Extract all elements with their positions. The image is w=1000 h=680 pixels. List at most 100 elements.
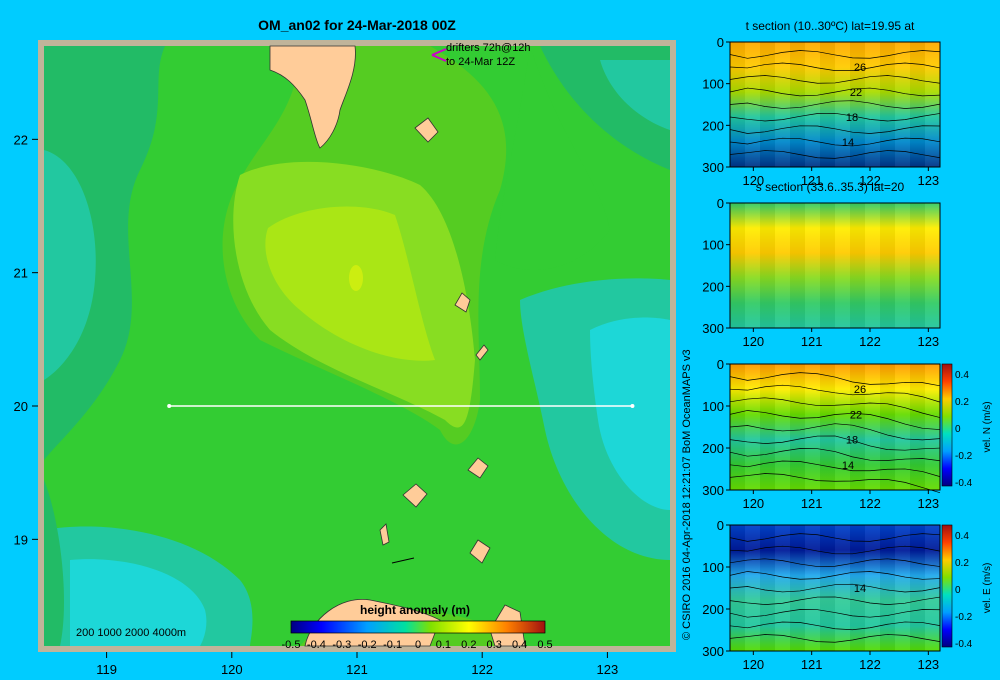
map-y-tick-label: 21 xyxy=(14,266,28,281)
section-x-tick-label: 121 xyxy=(801,496,823,511)
field-band-center-east xyxy=(495,46,610,270)
drifter-track xyxy=(391,557,415,564)
section-panel-texture xyxy=(880,203,895,328)
section-contour-label: 22 xyxy=(850,409,862,421)
section-y-tick-label: 0 xyxy=(717,35,724,50)
section-panel-texture xyxy=(745,42,760,167)
map-x-tick-label: 120 xyxy=(221,662,243,677)
section-panel-texture xyxy=(805,203,820,328)
section-x-tick-label: 123 xyxy=(917,334,939,349)
colorbar-tick-label: -0.1 xyxy=(383,639,402,651)
section-contour xyxy=(729,87,941,97)
field-band-west-inner xyxy=(44,150,96,380)
section-contour xyxy=(729,62,941,71)
section-panel-texture xyxy=(835,364,850,490)
section-panel-texture xyxy=(895,203,910,328)
map-title: OM_an02 for 24-Mar-2018 00Z xyxy=(258,17,456,33)
section-colorbar-tick-label: -0.4 xyxy=(955,478,973,489)
map-field xyxy=(44,46,670,646)
section-panel-texture xyxy=(790,525,805,651)
section-contour xyxy=(729,634,941,643)
map-x-ticks: 119 120 121 122 123 xyxy=(96,652,618,677)
section-panel-texture xyxy=(775,203,790,328)
colorbar xyxy=(290,620,546,634)
section-panel-texture xyxy=(880,364,895,490)
island-6 xyxy=(469,539,491,564)
section-contour xyxy=(729,435,941,451)
section-panel-texture xyxy=(805,364,820,490)
section-panel-texture xyxy=(865,525,880,651)
section-colorbar-tick-label: 0.4 xyxy=(955,531,969,542)
section-contour xyxy=(729,609,941,618)
section-x-tick-label: 122 xyxy=(859,334,881,349)
drifters-note-line2: to 24-Mar 12Z xyxy=(446,56,515,68)
section-colorbar-tick-label: 0.2 xyxy=(955,558,969,569)
section-x-tick-label: 120 xyxy=(742,334,764,349)
section-y-tick-label: 100 xyxy=(702,399,724,414)
section-panel-texture xyxy=(775,525,790,651)
section-x-tick-label: 120 xyxy=(742,657,764,672)
section-y-tick-label: 100 xyxy=(702,238,724,253)
section-colorbar-tick-label: 0 xyxy=(955,585,961,596)
section-contour-label: 26 xyxy=(854,62,866,74)
section-contour xyxy=(729,460,941,477)
section-line-start xyxy=(167,404,172,408)
section-y-tick-label: 200 xyxy=(702,279,724,294)
section-contour xyxy=(729,397,941,418)
field-band-west xyxy=(44,46,165,460)
section-x-tick-label: 122 xyxy=(859,657,881,672)
colorbar-tick-label: 0.2 xyxy=(461,639,476,651)
colorbar-tick-label: -0.4 xyxy=(307,639,326,651)
section-contour xyxy=(729,112,941,122)
section-colorbar-tick-label: -0.2 xyxy=(955,451,973,462)
section-panel-texture xyxy=(925,203,940,328)
section-panel-texture xyxy=(730,364,745,490)
map-y-tick-label: 22 xyxy=(14,132,28,147)
section-contour xyxy=(729,372,941,387)
colorbar-tick-label: 0.5 xyxy=(537,639,552,651)
section-y-tick-label: 0 xyxy=(717,196,724,211)
island-7 xyxy=(379,523,390,546)
section-contour xyxy=(729,545,941,555)
section-panel-texture xyxy=(790,203,805,328)
section-panel-texture xyxy=(745,364,760,490)
section-panel-frame xyxy=(729,363,941,491)
section-panel-texture xyxy=(745,203,760,328)
section-panel-frame xyxy=(729,41,941,168)
section-panel-texture xyxy=(820,203,835,328)
section-panel-texture xyxy=(925,42,940,167)
section-panel-texture xyxy=(820,525,835,651)
map-y-ticks: 22 21 20 19 xyxy=(14,132,38,547)
section-panel-texture xyxy=(880,525,895,651)
drifter-arrow-icon xyxy=(431,48,447,62)
section-colorbar-tick-label: 0 xyxy=(955,424,961,435)
section-contour xyxy=(729,125,941,134)
colorbar-tick-label: -0.3 xyxy=(332,639,351,651)
drifters-note-line1: drifters 72h@12h xyxy=(446,42,531,54)
section-panel-texture xyxy=(775,364,790,490)
section-panel-texture xyxy=(880,42,895,167)
section-panel-texture xyxy=(760,42,775,167)
section-panel-frame xyxy=(729,524,941,652)
section-panel-texture xyxy=(775,42,790,167)
credit-text: © CSIRO 2016 04-Apr-2018 12:21:07 BoM Oc… xyxy=(681,349,693,640)
map-y-tick-label: 19 xyxy=(14,532,28,547)
section-x-tick-label: 123 xyxy=(917,496,939,511)
section-panel-texture xyxy=(745,525,760,651)
section-panel-2: s section (33.6..35.3) lat=20 0 100 200 300 1… xyxy=(702,180,941,349)
taiwan-land xyxy=(269,45,356,149)
section-y-tick-label: 100 xyxy=(702,77,724,92)
section-panel-texture xyxy=(895,525,910,651)
map-x-tick-label: 122 xyxy=(471,662,493,677)
section-panel-texture xyxy=(850,203,865,328)
land xyxy=(269,45,526,647)
section-contour xyxy=(729,596,941,605)
map-y-tick-label: 20 xyxy=(14,399,28,414)
section-x-tick-label: 120 xyxy=(742,496,764,511)
colorbar-tick-label: -0.5 xyxy=(282,639,301,651)
colorbar-tick-label: 0.4 xyxy=(512,639,527,651)
section-panel-title: t section (10..30ºC) lat=19.95 at xyxy=(746,19,915,33)
map-x-tick-label: 119 xyxy=(96,662,117,677)
section-colorbar xyxy=(941,524,953,648)
